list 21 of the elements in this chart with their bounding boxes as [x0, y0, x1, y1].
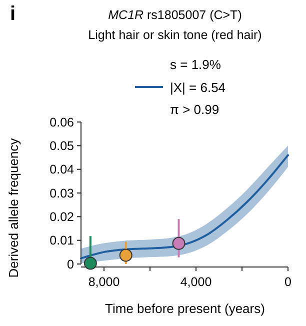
point: [172, 236, 186, 250]
chart-subtitle: Light hair or skin tone (red hair): [88, 28, 262, 42]
point: [84, 256, 97, 270]
text: π > 0.99: [170, 102, 220, 117]
y-axis-title: Derived allele frequency: [6, 138, 21, 278]
point: [119, 248, 132, 262]
text: s = 1.9%: [170, 57, 222, 72]
x-tick-label: 0: [284, 275, 292, 289]
y-tick-label: 0.02: [50, 210, 74, 224]
y-tick-label: 0.04: [50, 162, 74, 177]
y-tick-label: 0.03: [50, 186, 74, 200]
x-tick-label: 4,000: [180, 275, 212, 289]
x-tick-label: 8,000: [88, 275, 120, 289]
text: i: [10, 3, 16, 25]
y-tick-label: 0.01: [50, 234, 74, 248]
x-axis-title: Time before present (years): [105, 301, 265, 316]
y-tick-label: 0.05: [50, 139, 74, 154]
y-tick-label: 0: [67, 257, 74, 272]
chart-title: MC1R rs1805007 (C>T): [108, 8, 242, 22]
legend-label: |X| = 6.54: [170, 80, 226, 95]
y-tick-label: 0.06: [50, 115, 74, 130]
